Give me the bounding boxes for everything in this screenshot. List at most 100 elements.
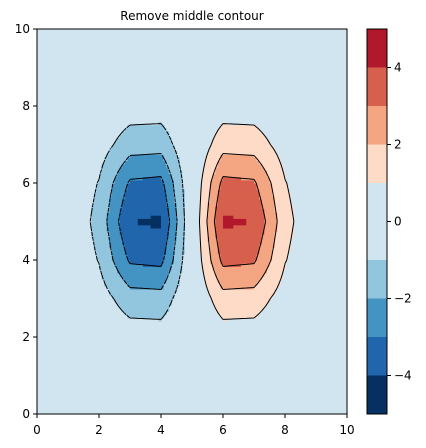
contour-fill-cell <box>176 160 180 165</box>
contour-fill-cell <box>132 189 136 194</box>
contour-fill-cell <box>145 147 149 152</box>
contour-fill-cell <box>269 266 273 271</box>
contour-fill-cell <box>124 199 129 203</box>
contour-fill-cell <box>117 285 121 290</box>
contour-fill-cell <box>259 163 263 168</box>
contour-fill-cell <box>145 179 149 184</box>
contour-fill-cell <box>130 288 134 293</box>
contour-fill-cell <box>207 279 211 284</box>
contour-fill-cell <box>266 195 271 200</box>
contour-fill-cell <box>223 138 227 142</box>
contour-fill-cell <box>140 144 144 149</box>
contour-fill-cell <box>104 247 108 251</box>
contour-fill-cell <box>259 221 263 226</box>
contour-fill-cell <box>106 192 110 197</box>
contour-fill-cell <box>155 295 160 300</box>
contour-fill-cell <box>251 240 255 245</box>
contour-fill-cell <box>161 202 165 207</box>
x-tick-label: 4 <box>157 423 165 437</box>
contour-fill-cell <box>106 176 110 181</box>
contour-fill-cell <box>161 189 165 194</box>
contour-fill-cell <box>228 195 232 200</box>
contour-fill-cell <box>127 240 131 245</box>
contour-fill-cell <box>264 301 268 306</box>
y-tick-label: 8 <box>22 99 30 113</box>
contour-fill-cell <box>140 134 144 139</box>
contour-fill-cell <box>122 199 126 203</box>
contour-fill-cell <box>261 282 265 287</box>
contour-fill-cell <box>261 240 265 245</box>
contour-fill-cell <box>251 189 255 194</box>
contour-fill-cell <box>261 179 265 184</box>
contour-fill-cell <box>117 138 121 142</box>
contour-fill-cell <box>117 147 121 152</box>
contour-fill-cell <box>161 224 165 229</box>
contour-fill-cell <box>241 157 245 162</box>
contour-fill-cell <box>264 154 268 158</box>
contour-fill-cell <box>223 250 227 255</box>
contour-fill-cell <box>274 192 278 197</box>
contour-fill-cell <box>114 237 118 242</box>
contour-fill-cell <box>248 192 253 197</box>
contour-fill-cell <box>122 218 126 223</box>
contour-fill-cell <box>204 170 209 174</box>
contour-fill-cell <box>233 234 237 239</box>
contour-fill-cell <box>246 205 250 210</box>
contour-fill-cell <box>158 154 162 158</box>
contour-fill-cell <box>99 208 103 213</box>
contour-fill-cell <box>251 269 255 274</box>
contour-fill-cell <box>199 243 203 248</box>
contour-fill-cell <box>274 250 278 255</box>
contour-fill-cell <box>163 183 167 187</box>
contour-fill-cell <box>269 221 273 226</box>
contour-fill-cell <box>109 224 113 229</box>
contour-fill-cell <box>153 256 157 261</box>
contour-fill-cell <box>246 150 250 155</box>
contour-fill-cell <box>161 150 165 155</box>
contour-fill-cell <box>130 266 134 271</box>
contour-fill-cell <box>274 234 278 239</box>
contour-fill-cell <box>109 202 113 207</box>
contour-fill-cell <box>210 263 214 268</box>
contour-fill-cell <box>248 173 253 178</box>
contour-fill-cell <box>171 189 175 194</box>
contour-fill-cell <box>256 243 260 248</box>
contour-fill-cell <box>225 250 229 255</box>
contour-fill-cell <box>233 150 237 155</box>
contour-fill-cell <box>215 173 219 178</box>
contour-fill-cell <box>204 202 209 207</box>
contour-fill-cell <box>225 234 229 239</box>
contour-fill-cell <box>176 202 180 207</box>
contour-fill-cell <box>163 173 167 178</box>
contour-fill-cell <box>248 208 253 213</box>
contour-fill-cell <box>241 266 245 271</box>
contour-fill-cell <box>279 166 284 171</box>
contour-fill-cell <box>256 308 260 312</box>
contour-fill-cell <box>238 179 242 184</box>
contour-fill-cell <box>150 263 154 268</box>
contour-fill-cell <box>124 231 129 235</box>
contour-fill-cell <box>215 186 219 191</box>
contour-fill-cell <box>256 157 260 162</box>
contour-fill-cell <box>207 250 211 255</box>
contour-fill-cell <box>150 163 154 168</box>
contour-fill-cell <box>124 292 129 296</box>
contour-fill-cell <box>145 154 149 158</box>
contour-fill-cell <box>168 243 172 248</box>
contour-fill-cell <box>114 224 118 229</box>
contour-fill-cell <box>166 250 170 255</box>
contour-fill-cell <box>171 247 175 251</box>
contour-fill-cell <box>246 202 250 207</box>
contour-fill-cell <box>223 234 227 239</box>
contour-fill-cell <box>171 215 175 219</box>
contour-fill-cell <box>243 186 247 191</box>
contour-fill-cell <box>279 170 284 174</box>
contour-fill-cell <box>277 279 281 284</box>
contour-fill-cell <box>119 208 123 213</box>
contour-fill-cell <box>101 250 105 255</box>
contour-fill-cell <box>127 263 131 268</box>
contour-fill-cell <box>246 269 250 274</box>
contour-fill-cell <box>248 234 253 239</box>
contour-fill-cell <box>104 189 108 194</box>
